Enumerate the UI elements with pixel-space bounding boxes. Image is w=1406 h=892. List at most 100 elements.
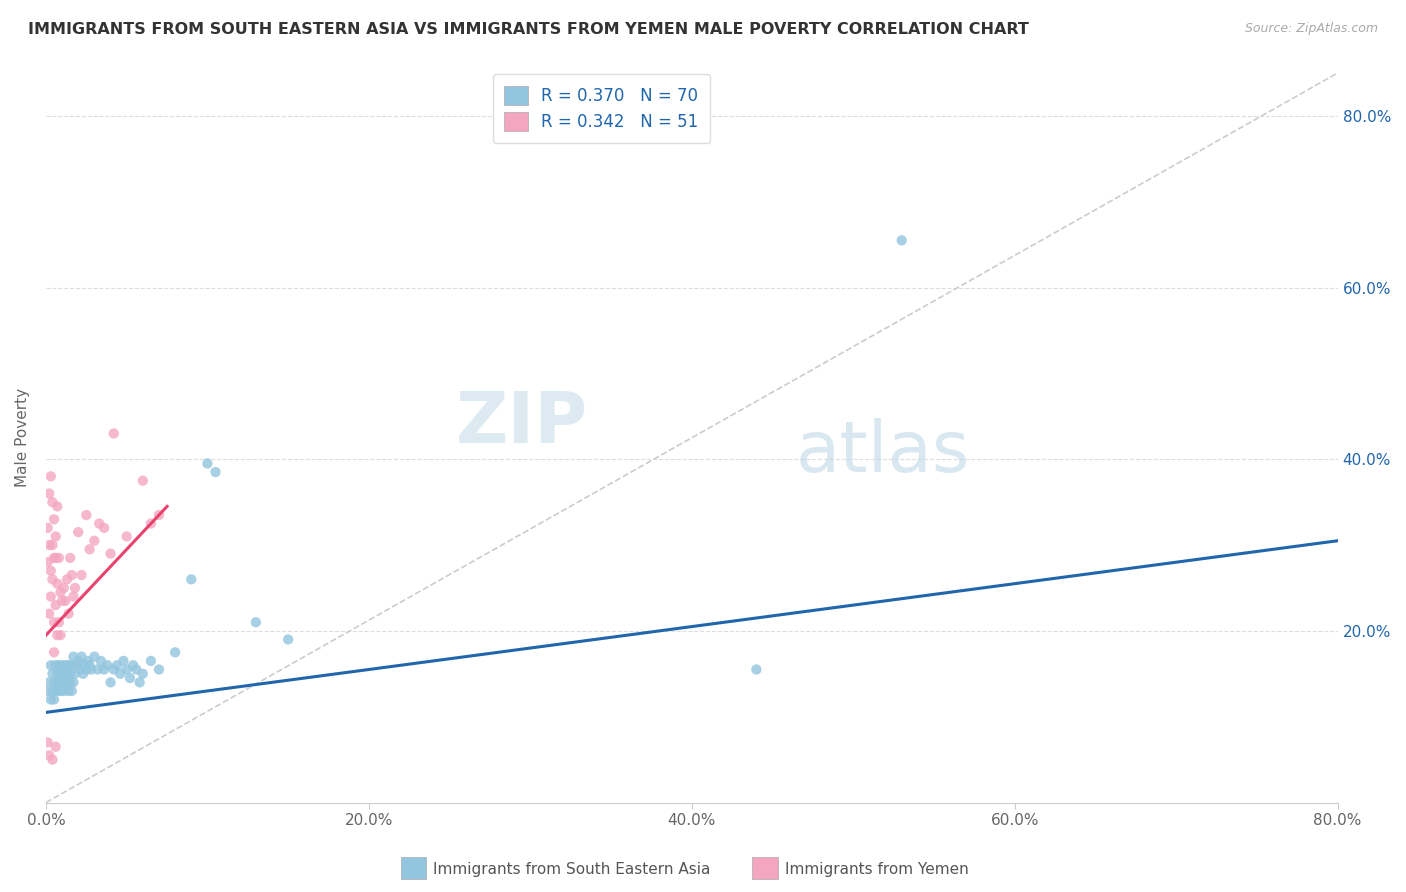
Point <box>93 663 115 677</box>
Y-axis label: Male Poverty: Male Poverty <box>15 388 30 487</box>
Point <box>48 550 70 565</box>
Point <box>83 649 105 664</box>
Point <box>197 457 219 471</box>
Point <box>39 469 62 483</box>
Point <box>83 533 105 548</box>
Point <box>38 486 60 500</box>
Text: Source: ZipAtlas.com: Source: ZipAtlas.com <box>1244 22 1378 36</box>
Point <box>42 692 65 706</box>
Point <box>39 590 62 604</box>
Point <box>42 512 65 526</box>
Point <box>115 529 138 543</box>
Point <box>38 538 60 552</box>
Point <box>180 573 202 587</box>
Point <box>118 671 141 685</box>
Point <box>42 645 65 659</box>
Point <box>52 581 75 595</box>
Point <box>39 692 62 706</box>
Point <box>59 550 82 565</box>
Point <box>148 663 170 677</box>
Point <box>86 663 108 677</box>
Text: atlas: atlas <box>796 417 970 487</box>
Point <box>46 576 69 591</box>
Point <box>77 654 100 668</box>
Point <box>58 684 80 698</box>
Point <box>277 632 299 647</box>
Point <box>165 645 187 659</box>
Point <box>128 675 150 690</box>
Point <box>60 568 83 582</box>
Point <box>49 666 72 681</box>
Point <box>56 675 79 690</box>
Point <box>45 529 67 543</box>
Text: Immigrants from Yemen: Immigrants from Yemen <box>785 863 969 877</box>
Point <box>75 663 97 677</box>
Point <box>59 666 82 681</box>
Point <box>69 663 91 677</box>
Point <box>56 573 79 587</box>
Point <box>75 508 97 522</box>
Point <box>53 675 76 690</box>
Point <box>62 590 84 604</box>
Point <box>37 684 59 698</box>
Point <box>139 516 162 531</box>
Point <box>41 495 63 509</box>
Point <box>59 675 82 690</box>
Point <box>42 550 65 565</box>
Point <box>37 735 59 749</box>
Point <box>52 666 75 681</box>
Point <box>139 654 162 668</box>
Point <box>53 658 76 673</box>
Point <box>48 658 70 673</box>
Point <box>100 547 122 561</box>
Point <box>41 666 63 681</box>
Point <box>49 684 72 698</box>
Point <box>46 666 69 681</box>
Point <box>73 658 96 673</box>
Point <box>60 684 83 698</box>
Point <box>745 663 768 677</box>
Point <box>41 573 63 587</box>
Point <box>62 675 84 690</box>
Point <box>41 753 63 767</box>
Text: IMMIGRANTS FROM SOUTH EASTERN ASIA VS IMMIGRANTS FROM YEMEN MALE POVERTY CORRELA: IMMIGRANTS FROM SOUTH EASTERN ASIA VS IM… <box>28 22 1029 37</box>
Point <box>890 233 912 247</box>
Point <box>51 675 73 690</box>
Point <box>70 568 93 582</box>
Point <box>46 684 69 698</box>
Legend: R = 0.370   N = 70, R = 0.342   N = 51: R = 0.370 N = 70, R = 0.342 N = 51 <box>492 74 710 143</box>
Point <box>37 555 59 569</box>
Point <box>122 658 145 673</box>
Point <box>132 474 155 488</box>
Point <box>39 564 62 578</box>
Point <box>58 658 80 673</box>
Point <box>110 666 132 681</box>
Point <box>105 658 128 673</box>
Point <box>60 658 83 673</box>
Point <box>48 615 70 630</box>
Point <box>72 666 94 681</box>
Point <box>93 521 115 535</box>
Point <box>45 684 67 698</box>
Point <box>96 658 118 673</box>
Point <box>245 615 267 630</box>
Point <box>148 508 170 522</box>
Point <box>79 542 101 557</box>
Point <box>49 628 72 642</box>
Point <box>53 594 76 608</box>
Point <box>45 598 67 612</box>
Point <box>70 649 93 664</box>
Point <box>46 500 69 514</box>
Point <box>38 748 60 763</box>
Point <box>52 684 75 698</box>
Point <box>67 654 90 668</box>
Point <box>103 426 125 441</box>
Point <box>204 465 226 479</box>
Point <box>132 666 155 681</box>
Point <box>56 666 79 681</box>
Point <box>38 607 60 621</box>
Point <box>45 550 67 565</box>
Text: ZIP: ZIP <box>456 389 589 458</box>
Point <box>42 615 65 630</box>
Point <box>45 739 67 754</box>
